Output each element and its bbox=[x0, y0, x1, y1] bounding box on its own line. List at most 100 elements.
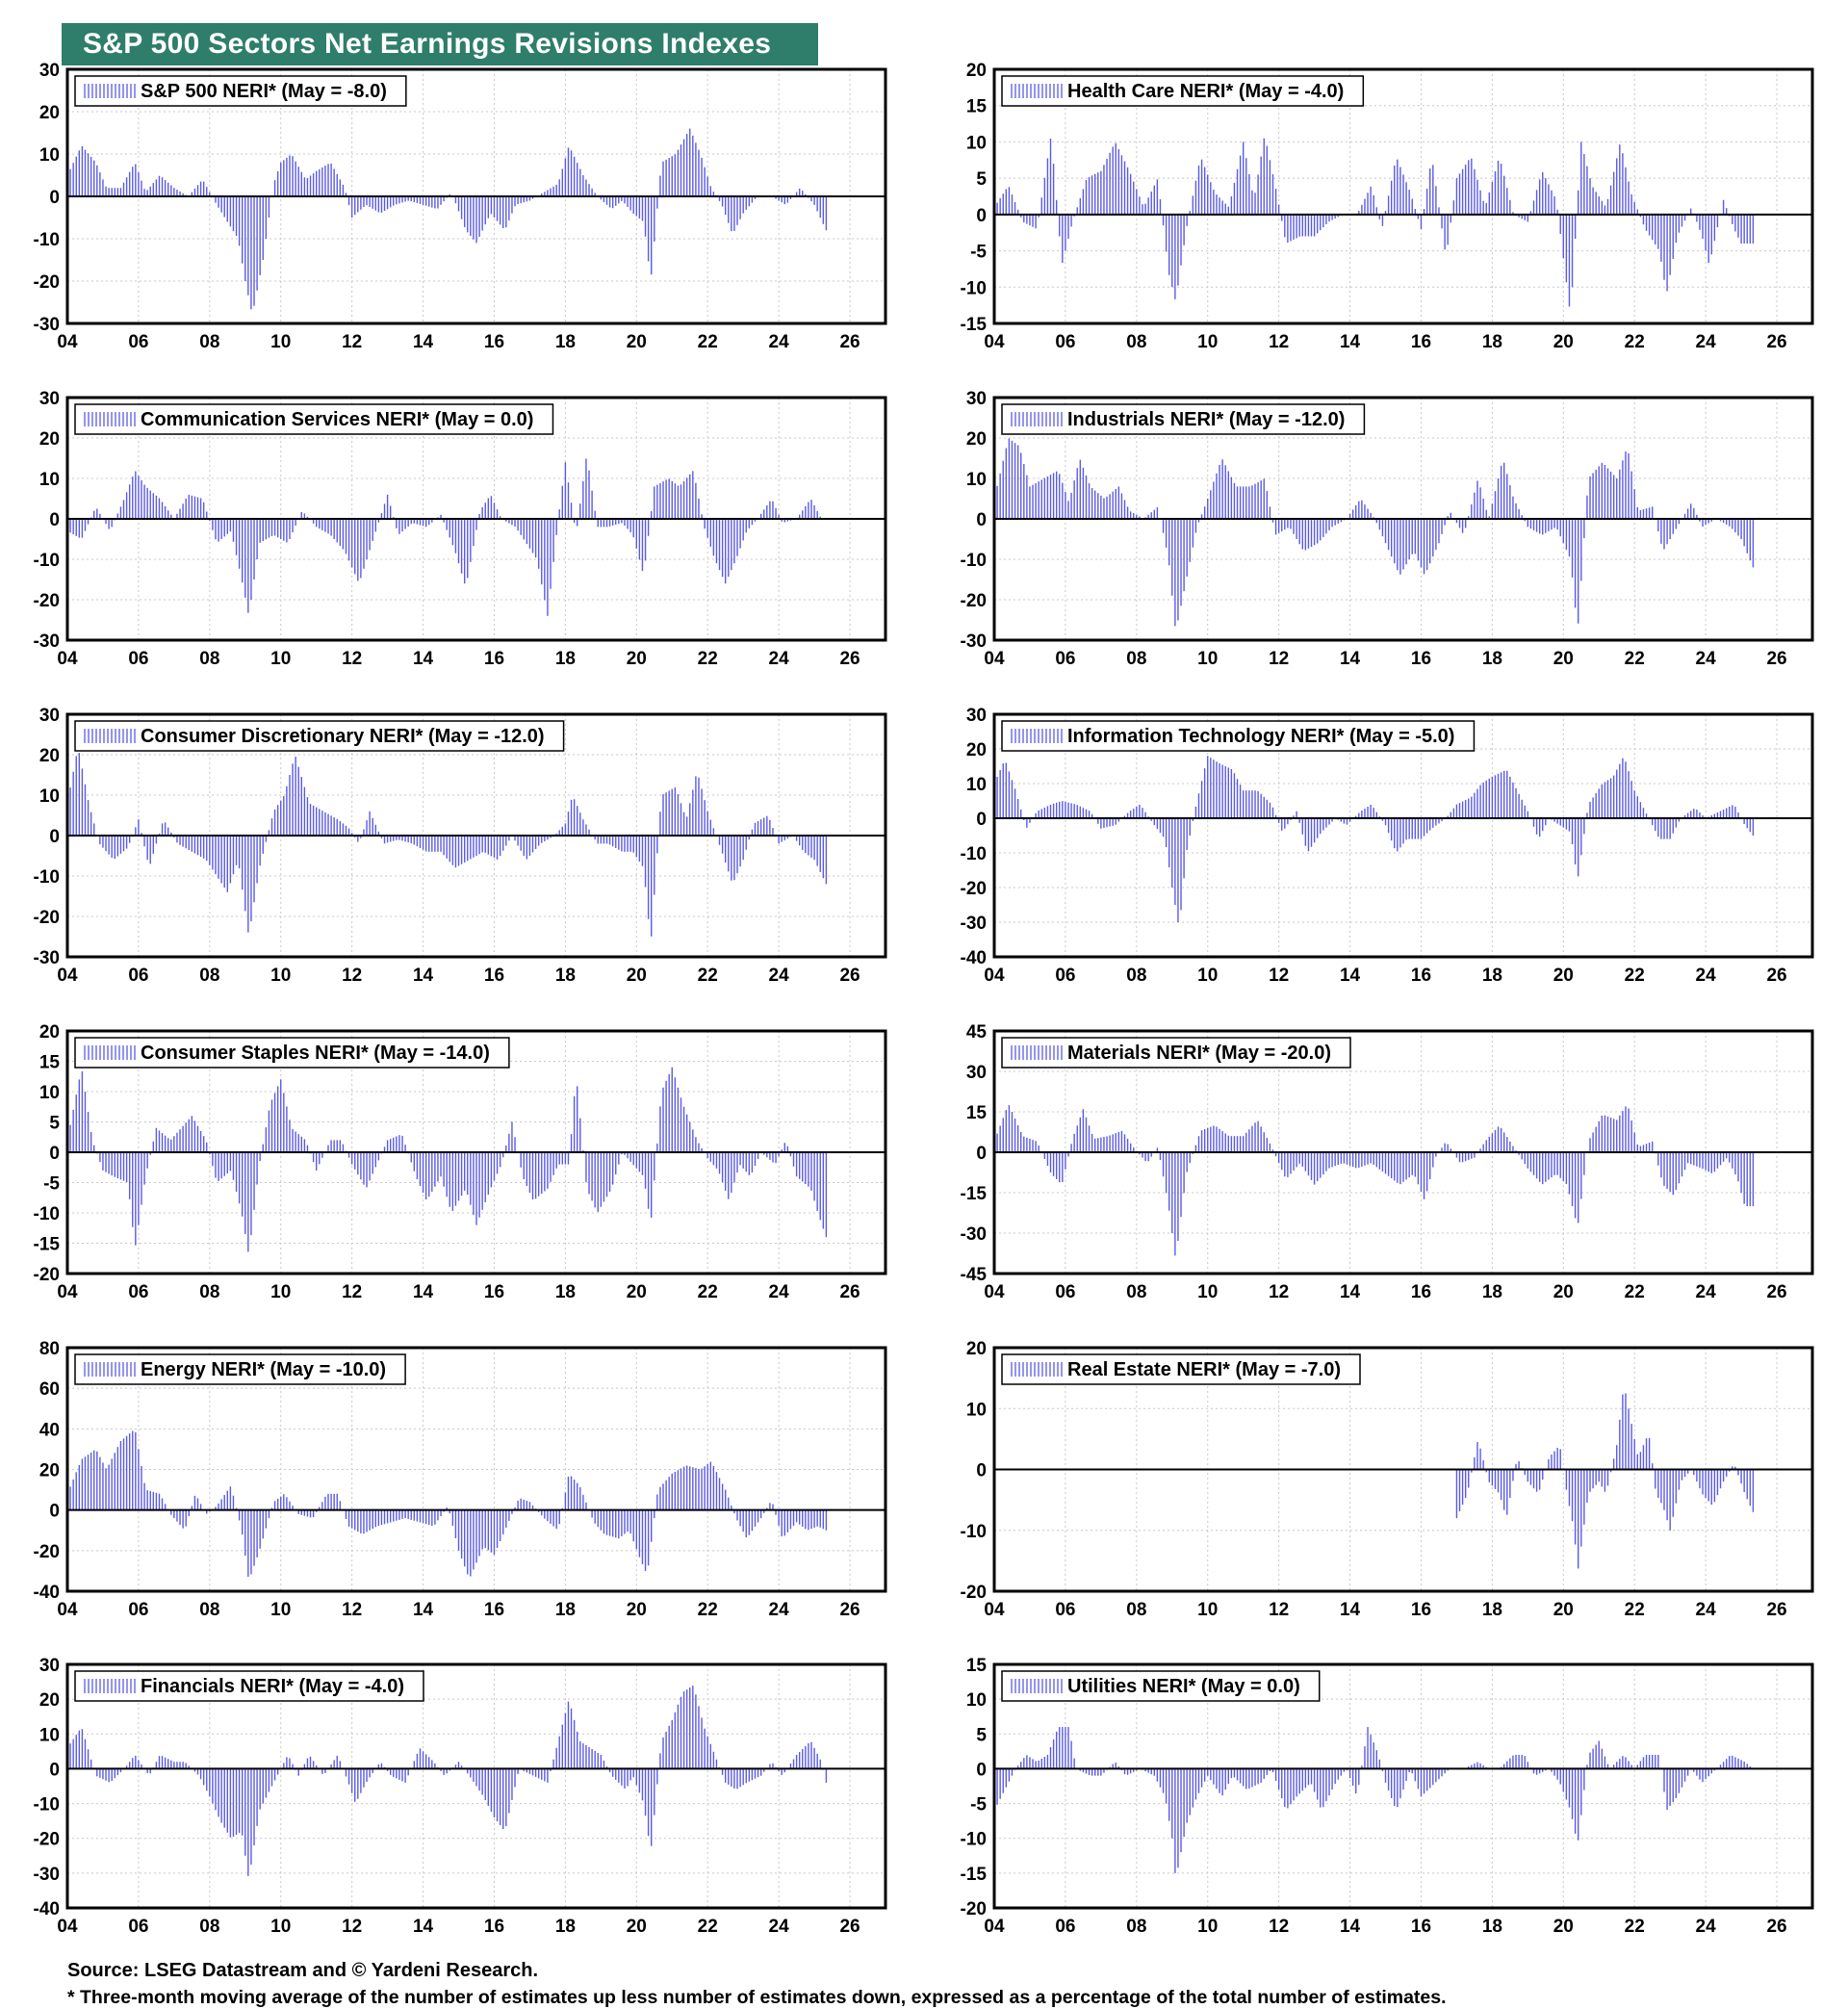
y-tick-label: -10 bbox=[34, 1204, 60, 1224]
x-tick-label: 24 bbox=[769, 966, 790, 986]
x-tick-label: 20 bbox=[627, 1600, 647, 1620]
y-tick-label: -10 bbox=[961, 551, 987, 571]
x-tick-label: 12 bbox=[342, 1600, 362, 1620]
y-tick-label: -5 bbox=[970, 243, 987, 263]
x-tick-label: 08 bbox=[199, 1917, 219, 1937]
x-tick-label: 26 bbox=[1766, 1282, 1786, 1302]
y-tick-label: -30 bbox=[34, 315, 60, 335]
y-tick-label: 5 bbox=[976, 169, 987, 190]
x-tick-label: 22 bbox=[698, 1282, 718, 1302]
y-tick-label: -30 bbox=[961, 1224, 987, 1245]
x-tick-label: 18 bbox=[555, 1917, 576, 1937]
x-tick-label: 24 bbox=[769, 1917, 790, 1937]
x-tick-label: 06 bbox=[128, 966, 148, 986]
x-tick-label: 18 bbox=[1482, 1917, 1502, 1937]
y-tick-label: 10 bbox=[39, 786, 60, 807]
y-tick-label: 20 bbox=[966, 429, 987, 450]
legend: Health Care NERI* (May = -4.0) bbox=[1001, 75, 1365, 107]
y-tick-label: -30 bbox=[961, 631, 987, 652]
x-tick-label: 04 bbox=[57, 1282, 78, 1302]
x-tick-label: 16 bbox=[484, 1600, 504, 1620]
x-tick-label: 26 bbox=[1766, 332, 1786, 352]
y-tick-label: 0 bbox=[976, 1760, 987, 1780]
x-tick-label: 08 bbox=[199, 649, 219, 669]
y-tick-label: -30 bbox=[34, 948, 60, 968]
y-tick-label: -30 bbox=[961, 914, 987, 934]
y-tick-label: -20 bbox=[961, 879, 987, 899]
x-tick-label: 14 bbox=[1340, 1282, 1361, 1302]
x-tick-label: 04 bbox=[984, 332, 1005, 352]
y-tick-label: -10 bbox=[961, 1830, 987, 1850]
x-tick-label: 18 bbox=[555, 332, 576, 352]
x-tick-label: 20 bbox=[1553, 1917, 1574, 1937]
x-tick-label: 10 bbox=[1197, 1282, 1218, 1302]
y-tick-label: 0 bbox=[49, 1502, 60, 1522]
x-tick-label: 26 bbox=[839, 1600, 860, 1620]
x-tick-label: 06 bbox=[1055, 966, 1075, 986]
plot-frame bbox=[65, 396, 887, 642]
y-tick-label: 10 bbox=[39, 1083, 60, 1103]
y-tick-label: -10 bbox=[34, 1795, 60, 1816]
legend-label: Industrials NERI* (May = -12.0) bbox=[1067, 409, 1345, 430]
x-tick-label: 18 bbox=[555, 1600, 576, 1620]
x-tick-label: 26 bbox=[1766, 649, 1786, 669]
y-tick-label: 30 bbox=[966, 706, 987, 726]
y-tick-label: -45 bbox=[961, 1265, 988, 1285]
y-tick-label: 0 bbox=[976, 1144, 987, 1164]
x-tick-label: 26 bbox=[1766, 1917, 1786, 1937]
x-tick-label: 20 bbox=[627, 332, 647, 352]
y-tick-label: 0 bbox=[976, 510, 987, 530]
x-tick-label: 12 bbox=[1269, 1917, 1289, 1937]
x-tick-label: 12 bbox=[1269, 1600, 1289, 1620]
x-tick-label: 18 bbox=[1482, 1282, 1502, 1302]
x-tick-label: 04 bbox=[57, 1600, 78, 1620]
y-tick-label: 0 bbox=[976, 810, 987, 830]
x-tick-label: 18 bbox=[1482, 649, 1502, 669]
y-tick-label: 20 bbox=[966, 1339, 987, 1359]
x-tick-label: 22 bbox=[1625, 1917, 1645, 1937]
footnote: * Three-month moving average of the numb… bbox=[67, 1987, 1447, 2008]
x-tick-label: 10 bbox=[270, 1600, 291, 1620]
x-tick-label: 10 bbox=[270, 966, 291, 986]
y-tick-label: -15 bbox=[34, 1235, 61, 1255]
x-tick-label: 14 bbox=[413, 966, 434, 986]
x-tick-label: 14 bbox=[1340, 1917, 1361, 1937]
x-tick-label: 04 bbox=[984, 1600, 1005, 1620]
plot-frame bbox=[992, 1662, 1814, 1910]
y-tick-label: 20 bbox=[39, 429, 60, 450]
y-tick-label: -40 bbox=[961, 948, 987, 968]
y-tick-label: -40 bbox=[34, 1899, 60, 1919]
legend: Utilities NERI* (May = 0.0) bbox=[1001, 1670, 1321, 1702]
x-tick-label: 16 bbox=[1411, 649, 1431, 669]
x-tick-label: 20 bbox=[627, 1282, 647, 1302]
x-tick-label: 08 bbox=[1126, 1600, 1146, 1620]
x-tick-label: 20 bbox=[627, 1917, 647, 1937]
legend: S&P 500 NERI* (May = -8.0) bbox=[74, 75, 407, 107]
y-tick-label: -10 bbox=[961, 1522, 987, 1542]
x-tick-label: 12 bbox=[342, 1282, 362, 1302]
y-tick-label: 0 bbox=[49, 1760, 60, 1780]
legend-label: Materials NERI* (May = -20.0) bbox=[1067, 1043, 1331, 1064]
x-tick-label: 10 bbox=[270, 649, 291, 669]
x-tick-label: 14 bbox=[1340, 966, 1361, 986]
y-tick-label: 30 bbox=[966, 389, 987, 409]
y-tick-label: 15 bbox=[966, 1656, 988, 1676]
legend: Consumer Discretionary NERI* (May = -12.… bbox=[74, 720, 565, 752]
x-tick-label: 26 bbox=[1766, 966, 1786, 986]
source-note: Source: LSEG Datastream and © Yardeni Re… bbox=[67, 1960, 539, 1981]
x-tick-label: 22 bbox=[1625, 966, 1645, 986]
x-tick-label: 24 bbox=[769, 1600, 790, 1620]
legend-label: Consumer Discretionary NERI* (May = -12.… bbox=[141, 726, 545, 747]
x-tick-label: 24 bbox=[769, 1282, 790, 1302]
legend-label: Utilities NERI* (May = 0.0) bbox=[1067, 1676, 1300, 1697]
x-tick-label: 10 bbox=[1197, 649, 1218, 669]
y-tick-label: 20 bbox=[39, 746, 60, 766]
x-tick-label: 22 bbox=[1625, 1282, 1645, 1302]
y-tick-label: 30 bbox=[39, 389, 60, 409]
x-tick-label: 06 bbox=[1055, 332, 1075, 352]
legend-label: Health Care NERI* (May = -4.0) bbox=[1067, 81, 1344, 102]
x-tick-label: 18 bbox=[1482, 966, 1502, 986]
y-tick-label: -5 bbox=[970, 1795, 987, 1816]
y-tick-label: 10 bbox=[39, 470, 60, 490]
